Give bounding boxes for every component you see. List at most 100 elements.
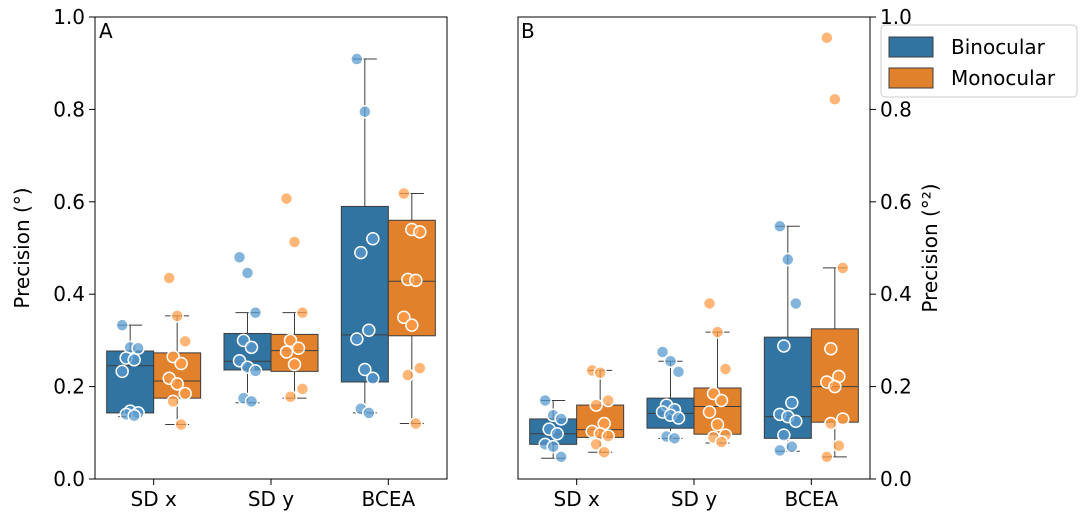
- panel-b-monocular-point: [710, 325, 725, 339]
- panel-b-y-tick-label: 0.2: [880, 375, 912, 399]
- panel-a-monocular-point: [170, 377, 184, 391]
- panel-a-boxes: [106, 58, 436, 425]
- panel-a-x-axis: SD x SD y BCEA: [131, 479, 416, 511]
- panel-a-y-tick-label: 0.6: [53, 190, 85, 214]
- panel-a-binocular-point: [358, 362, 372, 377]
- panel-b-boxes: [529, 225, 859, 459]
- panel-a: 0.0 0.2 0.4 0.6 0.8 1.0 SD x SD y BCEA A Precis…: [10, 5, 448, 511]
- panel-a-binocular-point: [362, 323, 376, 337]
- panel-b-binocular-point: [554, 450, 568, 464]
- panel-b-y-tick-label: 0.6: [880, 190, 912, 214]
- panel-a-binocular-point: [248, 305, 263, 320]
- panel-a-y-tick-label: 0.2: [53, 375, 85, 399]
- panel-b-monocular-point: [832, 438, 846, 453]
- panel-a-monocular-point: [174, 356, 188, 371]
- panel-b-binocular-point: [789, 296, 803, 311]
- panel-a-binocular-point: [358, 104, 372, 119]
- panel-a-y-axis-label: Precision (°): [10, 187, 34, 308]
- panel-a-monocular-point: [283, 390, 298, 404]
- panel-a-monocular-point: [279, 191, 294, 206]
- panel-b-binocular-point: [655, 345, 670, 359]
- panel-a-y-tick-label: 1.0: [53, 5, 85, 29]
- panel-a-binocular-point: [350, 332, 364, 346]
- panel-b-monocular-point: [718, 362, 733, 376]
- panel-a-monocular-point: [287, 235, 302, 249]
- panel-b-x-tick-label: BCEA: [785, 487, 839, 511]
- panel-a-binocular-point: [115, 318, 129, 332]
- panel-b-monocular-point: [714, 393, 729, 408]
- panel-a-monocular-point: [413, 361, 427, 375]
- panel-b-monocular-point: [824, 341, 838, 356]
- panel-a-binocular-point: [354, 245, 368, 260]
- panel-b-binocular-point: [671, 365, 686, 379]
- legend-label-binocular: Binocular: [951, 35, 1046, 59]
- panel-a-binocular-point: [248, 364, 263, 378]
- panel-a-binocular-point: [240, 266, 255, 280]
- panel-b-monocular-point: [597, 445, 611, 459]
- panel-a-monocular-point: [397, 186, 411, 201]
- panel-a-binocular-point: [244, 394, 259, 409]
- panel-b-monocular-point: [702, 405, 717, 419]
- panel-b-monocular-point: [824, 416, 838, 431]
- panel-b-binocular-point: [550, 426, 564, 441]
- panel-a-monocular-point: [405, 318, 419, 332]
- panel-a-x-tick-label: SD y: [248, 487, 294, 511]
- panel-a-binocular-point: [131, 341, 145, 356]
- panel-a-binocular-point: [127, 353, 141, 367]
- panel-a-points: [115, 52, 427, 432]
- panel-a-binocular-point: [362, 406, 376, 420]
- panel-a-x-tick-label: SD x: [131, 487, 177, 511]
- panel-b-x-axis: SD x SD y BCEA: [554, 479, 839, 511]
- panel-a-binocular-point: [244, 340, 259, 355]
- panel-a-x-tick-label: BCEA: [362, 487, 416, 511]
- panel-b-monocular-point: [828, 379, 842, 394]
- panel-b-binocular-point: [667, 431, 682, 446]
- legend-swatch-binocular: [888, 36, 934, 58]
- panel-a-binocular-point: [366, 232, 380, 246]
- panel-b-monocular-point: [820, 450, 834, 464]
- panel-a-monocular-point: [174, 417, 188, 432]
- panel-b-monocular-point: [601, 393, 615, 408]
- panel-a-label: A: [99, 19, 113, 43]
- panel-a-monocular-point: [279, 345, 294, 359]
- panel-a-monocular-point: [409, 416, 423, 431]
- panel-a-monocular-point: [397, 310, 411, 325]
- legend-swatch-monocular: [888, 67, 934, 89]
- panel-a-binocular-point: [127, 408, 141, 423]
- panel-a-monocular-point: [295, 305, 310, 320]
- panel-b-y-axis-label: Precision (°²): [918, 183, 942, 312]
- panel-b: 0.00.20.40.60.81.0 SD x SD y BCEA B Precis…: [517, 5, 942, 511]
- panel-a-y-tick-label: 0.0: [53, 467, 85, 491]
- panel-a-monocular-point: [162, 271, 176, 285]
- panel-b-x-tick-label: SD x: [554, 487, 600, 511]
- panel-b-monocular-point: [589, 398, 603, 412]
- panel-b-binocular-point: [554, 412, 568, 426]
- panel-b-monocular-point: [828, 92, 842, 106]
- panel-b-binocular-point: [777, 428, 791, 442]
- panel-a-monocular-point: [413, 225, 427, 239]
- panel-b-monocular-point: [601, 429, 615, 443]
- panel-b-binocular-point: [789, 414, 803, 428]
- panel-a-monocular-point: [287, 357, 302, 372]
- panel-a-monocular-point: [170, 309, 184, 323]
- panel-b-y-tick-label: 0.8: [880, 97, 912, 121]
- panel-a-binocular-point: [350, 52, 364, 66]
- panel-b-binocular-point: [671, 411, 686, 425]
- panel-b-monocular-point: [714, 435, 729, 449]
- panel-b-y-tick-label: 0.0: [880, 467, 912, 491]
- panel-b-points: [538, 31, 850, 464]
- panel-a-monocular-point: [291, 341, 306, 356]
- panel-a-binocular-point: [232, 250, 247, 264]
- panel-b-label: B: [521, 19, 535, 43]
- panel-a-monocular-point: [178, 334, 192, 349]
- panel-a-binocular-point: [115, 364, 129, 379]
- panel-b-binocular-point: [777, 339, 791, 353]
- panel-b-x-tick-label: SD y: [671, 487, 717, 511]
- panel-b-monocular-point: [710, 417, 725, 432]
- panel-b-binocular-point: [785, 439, 799, 454]
- panel-b-binocular-point: [785, 396, 799, 410]
- panel-b-monocular-point: [836, 261, 850, 275]
- panel-b-monocular-point: [593, 365, 607, 380]
- panel-b-y-tick-label: 0.4: [880, 282, 912, 306]
